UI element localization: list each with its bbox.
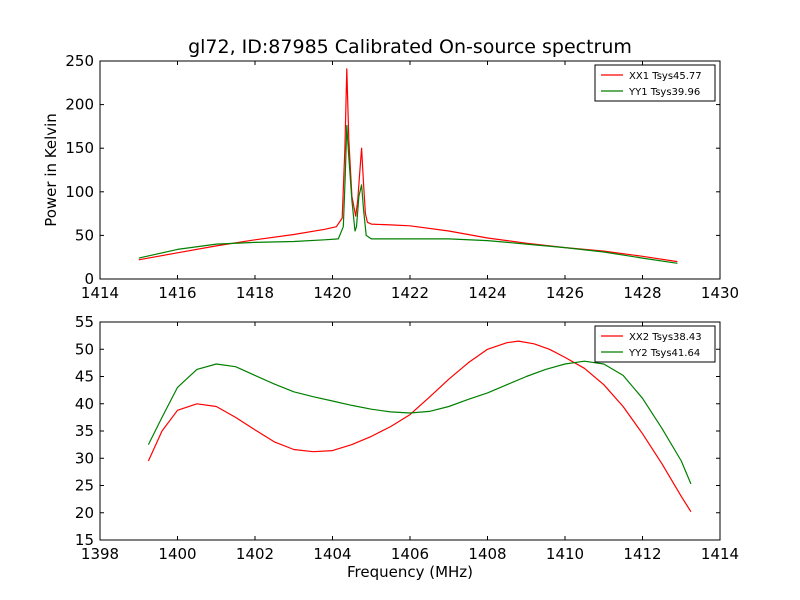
y-tick-label: 40 [75, 395, 94, 413]
y-tick-label: 150 [65, 139, 94, 157]
x-tick-label: 1422 [391, 284, 429, 302]
spectrum-plot-bottom: 1398 1400 1402 1404 1406 1408 1410 1412 1414 15 20… [75, 313, 739, 563]
y-tick-label: 35 [75, 422, 94, 440]
x-tick-label: 1410 [546, 545, 584, 563]
legend-entry: YY1 Tsys39.96 [628, 87, 700, 98]
legend: XX2 Tsys38.43 YY2 Tsys41.64 [594, 325, 716, 363]
x-tick-label: 1408 [468, 545, 506, 563]
x-tick-label: 1400 [158, 545, 196, 563]
series-line-yy2 [147, 360, 692, 485]
x-tick-label: 1402 [236, 545, 274, 563]
chart-title: gl72, ID:87985 Calibrated On-source spec… [188, 36, 632, 58]
y-tick-label: 15 [75, 531, 94, 549]
legend-entry: YY2 Tsys41.64 [628, 348, 700, 359]
x-tick-label: 1398 [81, 545, 119, 563]
x-tick-label: 1406 [391, 545, 429, 563]
y-tick-label: 45 [75, 368, 94, 386]
y-axis-label: Power in Kelvin [42, 113, 60, 227]
x-tick-label: 1404 [313, 545, 351, 563]
x-tick-label: 1418 [236, 284, 274, 302]
y-tick-label: 55 [75, 313, 94, 331]
legend-entry: XX2 Tsys38.43 [629, 332, 702, 343]
y-tick-label: 200 [65, 96, 94, 114]
x-tick-label: 1430 [701, 284, 739, 302]
y-tick-label: 25 [75, 477, 94, 495]
x-tick-label: 1414 [81, 284, 119, 302]
x-tick-label: 1414 [701, 545, 739, 563]
legend: XX1 Tsys45.77 YY1 Tsys39.96 [594, 64, 716, 102]
y-tick-label: 20 [75, 504, 94, 522]
series-line-yy1 [138, 124, 678, 264]
y-tick-label: 0 [84, 270, 94, 288]
series-line-xx1 [138, 68, 678, 263]
series-line-xx2 [147, 340, 692, 513]
x-tick-label: 1420 [313, 284, 351, 302]
spectrum-plot-top: 1414 1416 1418 1420 1422 1424 1426 1428 1430 0 50 1… [42, 52, 739, 302]
x-tick-label: 1424 [468, 284, 506, 302]
legend-entry: XX1 Tsys45.77 [629, 71, 702, 82]
y-tick-label: 100 [65, 183, 94, 201]
x-axis-label: Frequency (MHz) [347, 563, 473, 581]
x-tick-label: 1416 [158, 284, 196, 302]
y-tick-label: 250 [65, 52, 94, 70]
x-tick-label: 1412 [623, 545, 661, 563]
y-tick-label: 50 [75, 226, 94, 244]
y-tick-label: 50 [75, 340, 94, 358]
x-tick-label: 1428 [623, 284, 661, 302]
x-tick-label: 1426 [546, 284, 584, 302]
y-tick-label: 30 [75, 449, 94, 467]
